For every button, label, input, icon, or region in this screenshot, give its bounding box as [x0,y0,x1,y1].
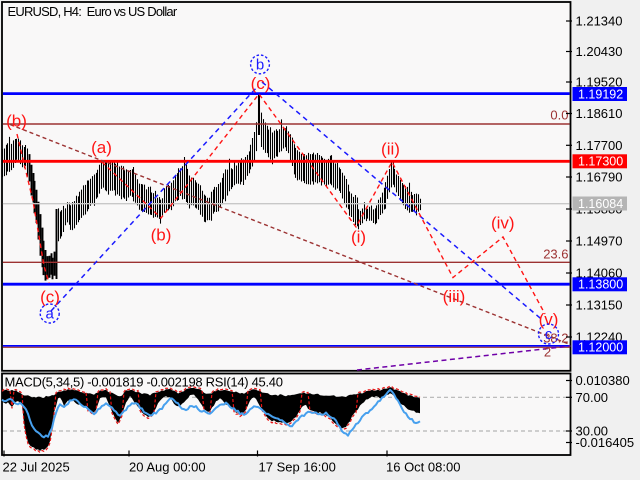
svg-text:1.18610: 1.18610 [576,106,623,121]
svg-text:(a): (a) [91,138,112,157]
svg-text:70.00: 70.00 [576,390,609,405]
svg-text:20 Aug 00:00: 20 Aug 00:00 [129,460,206,475]
svg-text:a: a [46,306,55,323]
svg-text:0.010380: 0.010380 [576,373,630,388]
svg-text:(ii): (ii) [381,139,400,158]
svg-text:1.21340: 1.21340 [576,14,623,29]
svg-text:MACD(5,34,5) -0.001819 -0.0021: MACD(5,34,5) -0.001819 -0.002198 RSI(14)… [5,375,283,390]
svg-text:(iv): (iv) [491,213,515,232]
svg-text:1.17700: 1.17700 [576,138,623,153]
svg-text:(c): (c) [251,74,271,93]
svg-text:2: 2 [544,345,551,360]
svg-text:(b): (b) [151,225,172,244]
svg-text:1.20430: 1.20430 [576,44,623,59]
svg-text:(iii): (iii) [443,287,466,306]
svg-text:1.13150: 1.13150 [576,298,623,313]
svg-text:1.14970: 1.14970 [576,234,623,249]
svg-text:1.14060: 1.14060 [576,266,623,281]
svg-text:0.0: 0.0 [550,108,568,123]
svg-text:17 Sep 16:00: 17 Sep 16:00 [259,460,336,475]
svg-text:-0.016405: -0.016405 [576,435,635,450]
svg-text:23.6: 23.6 [543,247,568,262]
svg-text:38.2: 38.2 [543,331,568,346]
svg-text:22 Jul 2025: 22 Jul 2025 [3,460,70,475]
svg-text:1.16084: 1.16084 [578,197,623,211]
svg-text:16 Oct 08:00: 16 Oct 08:00 [386,460,460,475]
svg-text:1.16790: 1.16790 [576,170,623,185]
svg-text:1.12000: 1.12000 [578,341,623,355]
svg-text:30.00: 30.00 [576,424,609,439]
svg-text:EURUSD, H4: Euro vs US Dollar: EURUSD, H4: Euro vs US Dollar [8,4,178,19]
svg-text:c: c [545,326,553,343]
svg-text:(b): (b) [6,112,27,131]
svg-text:1.17300: 1.17300 [578,155,623,169]
svg-text:(v): (v) [539,310,559,329]
svg-text:1.19192: 1.19192 [578,87,623,101]
svg-text:1.13800: 1.13800 [578,278,623,292]
svg-text:b: b [256,57,264,74]
svg-text:(i): (i) [351,227,366,246]
svg-text:(c): (c) [40,287,60,306]
svg-text:1.19520: 1.19520 [576,75,623,90]
